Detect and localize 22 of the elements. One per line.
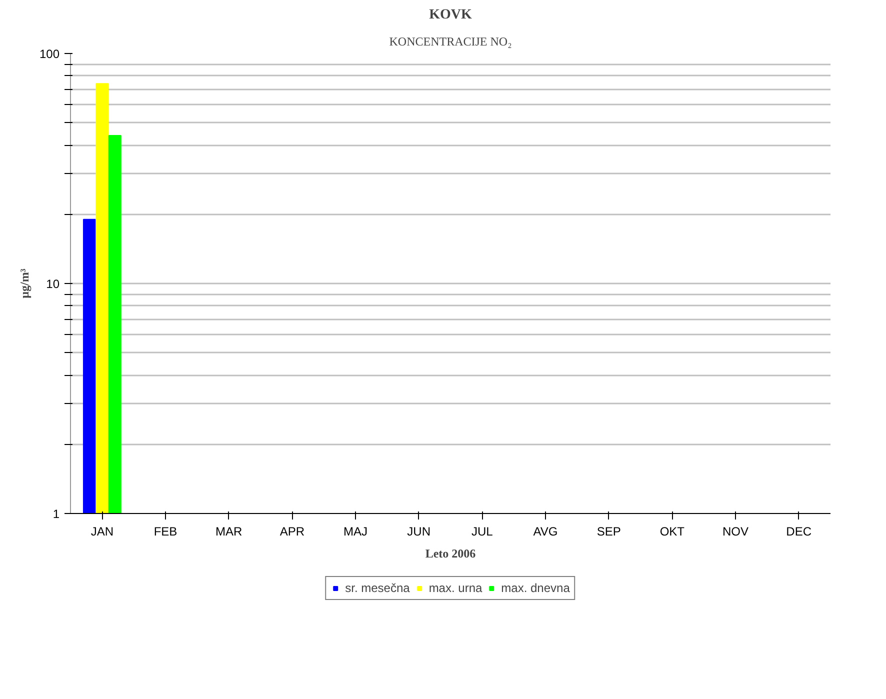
y-tick-label: 10 [46,277,60,291]
y-tick-label: 1 [52,507,60,521]
y-axis-title: µg/m³ [17,268,32,298]
x-tick-label: MAJ [344,524,368,538]
legend-label: max. dnevna [501,581,570,595]
x-axis-title: Leto 2006 [425,546,476,560]
x-tick-label: MAR [216,524,242,538]
x-tick-label: SEP [596,524,621,538]
chart-subtitle: KONCENTRACIJE NO₂ [389,34,512,48]
x-tick-label: OKT [660,524,686,538]
legend-label: max. urna [428,581,482,595]
x-tick-label: NOV [722,524,749,538]
chart-title: KOVK [429,8,472,22]
x-tick-label: DEC [786,524,812,538]
x-tick-label: FEB [154,524,178,538]
legend-label: sr. mesečna [345,581,410,595]
x-tick-label: JUN [407,524,431,538]
x-tick-label: JAN [90,524,114,538]
x-tick-label: JUL [471,524,494,538]
y-tick-label: 100 [39,47,60,61]
x-tick-label: APR [280,524,305,538]
x-tick-label: AVG [533,524,558,538]
